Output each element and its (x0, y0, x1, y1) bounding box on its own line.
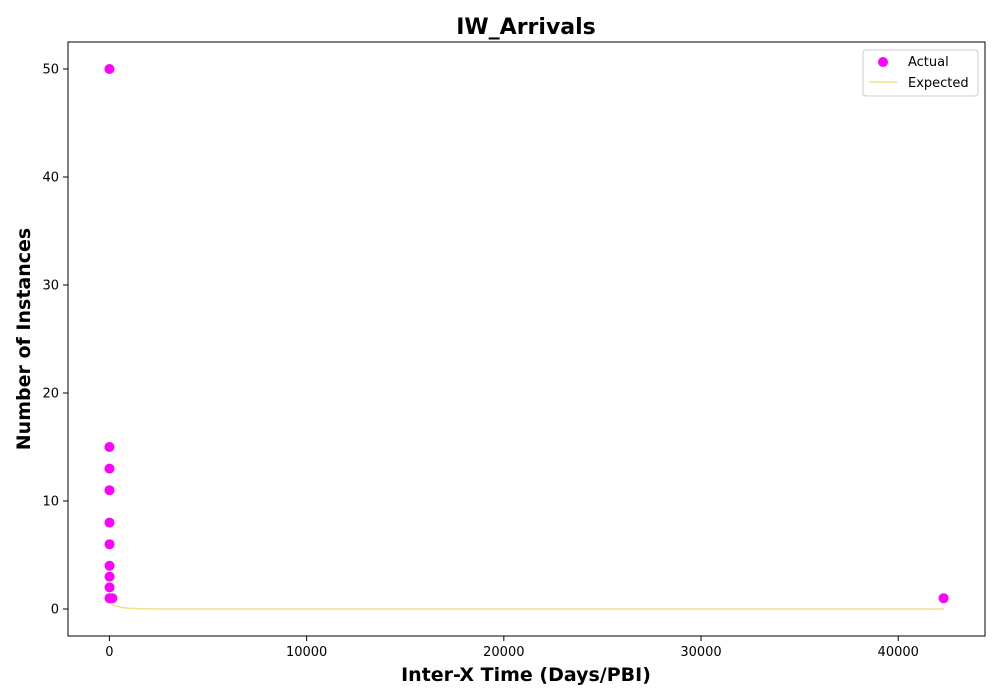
actual-point (104, 64, 115, 74)
actual-point (104, 442, 115, 452)
y-axis: 0 10 20 30 40 50 (42, 63, 68, 618)
x-axis: 0 10000 20000 30000 40000 (105, 636, 919, 660)
x-tick-label: 20000 (483, 645, 524, 660)
y-tick-label: 0 (51, 603, 59, 618)
legend-box (862, 49, 979, 97)
x-tick-label: 30000 (680, 645, 721, 660)
y-axis-label: Number of Instances (13, 228, 35, 450)
actual-point (104, 560, 115, 571)
actual-point (104, 539, 115, 550)
actual-point (104, 463, 115, 474)
x-tick-label: 0 (105, 645, 113, 660)
legend-expected-label: Expected (908, 76, 969, 91)
actual-point (104, 517, 115, 528)
actual-point (938, 593, 949, 604)
y-tick-label: 30 (42, 279, 59, 294)
y-tick-label: 20 (42, 387, 59, 402)
expected-line (109, 602, 944, 610)
x-axis-label: Inter-X Time (Days/PBI) (401, 664, 651, 686)
legend-actual-marker (878, 57, 888, 67)
y-tick-label: 50 (42, 63, 59, 78)
x-tick-label: 40000 (878, 645, 919, 660)
actual-point (104, 582, 115, 593)
series-layer (104, 64, 949, 610)
plot-area (67, 41, 986, 637)
legend: Actual Expected (862, 49, 979, 97)
legend-actual-label: Actual (908, 55, 949, 70)
x-tick-label: 10000 (286, 645, 327, 660)
chart-title: IW_Arrivals (456, 15, 596, 40)
actual-point (104, 485, 115, 496)
actual-point (107, 593, 118, 604)
y-tick-label: 40 (42, 171, 59, 186)
actual-point (104, 571, 115, 582)
y-tick-label: 10 (42, 495, 59, 510)
